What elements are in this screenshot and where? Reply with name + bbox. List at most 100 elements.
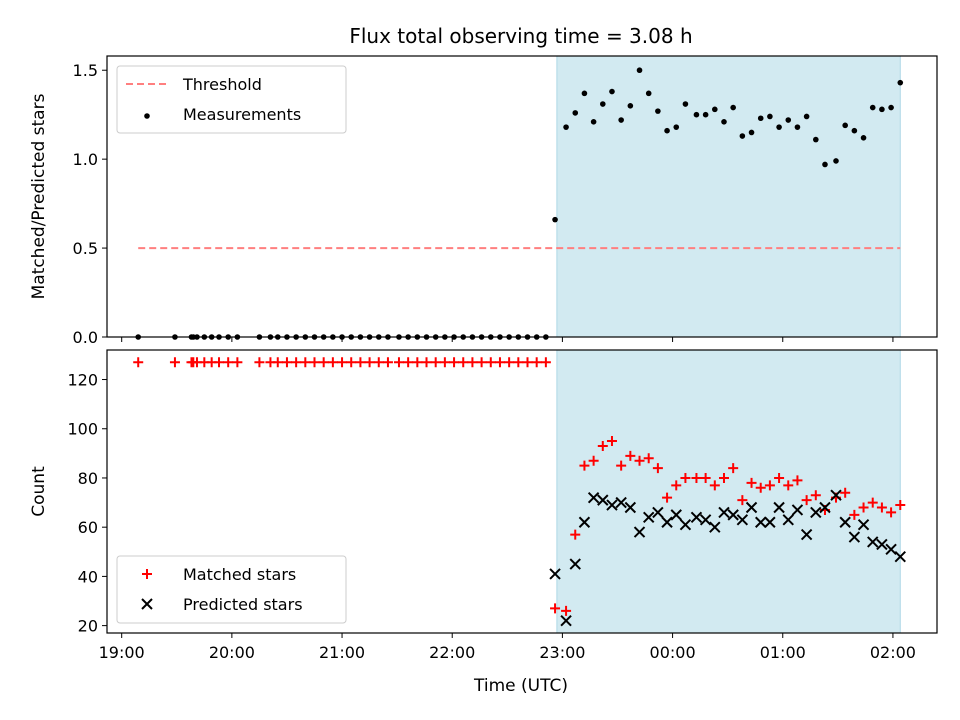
series-matched-stars: [133, 357, 906, 616]
matched-star-point: [272, 357, 283, 368]
matched-star-point: [570, 529, 581, 540]
predicted-star-point: [819, 501, 831, 514]
measurement-point: [627, 102, 634, 109]
measurement-point: [655, 108, 661, 114]
measurement-point: [581, 90, 588, 97]
matched-star-point: [504, 357, 515, 368]
predicted-star-point: [857, 519, 870, 531]
matched-star-point: [718, 472, 729, 483]
matched-star-point: [439, 357, 450, 368]
predicted-star-point: [810, 506, 822, 519]
predicted-star-point: [885, 543, 897, 556]
predicted-star-point: [615, 496, 627, 509]
matched-star-point: [476, 357, 487, 368]
matched-star-point: [393, 357, 404, 368]
matched-star-point: [458, 357, 469, 368]
figure-title: Flux total observing time = 3.08 h: [349, 24, 692, 48]
matched-star-point: [467, 357, 478, 368]
predicted-star-point: [679, 519, 692, 531]
matched-star-point: [300, 357, 311, 368]
predicted-star-point: [560, 614, 572, 627]
x-tick-label: 19:00: [99, 643, 145, 662]
matched-star-point: [561, 605, 572, 616]
matched-star-point: [232, 357, 243, 368]
measurement-point: [618, 117, 624, 123]
y-tick-label: 1.5: [73, 61, 98, 80]
legend: Matched stars Predicted stars: [116, 555, 347, 624]
matched-star-point: [625, 450, 636, 461]
matched-star-point: [810, 490, 821, 501]
measurement-point: [563, 124, 569, 130]
observing-window-shade: [556, 349, 901, 634]
measurement-point: [794, 124, 801, 130]
matched-star-point: [746, 477, 757, 488]
ratio-panel: 0.0 0.5 1.0 1.5 Matched/Predicted stars Thres…: [29, 55, 938, 347]
matched-star-point: [373, 357, 384, 368]
matched-star-point: [709, 480, 720, 491]
matched-star-point: [540, 357, 551, 368]
matched-star-point: [223, 357, 234, 368]
x-axis-label: Time (UTC): [473, 676, 568, 696]
predicted-star-point: [876, 538, 888, 551]
matched-star-point: [254, 357, 265, 368]
matched-star-point: [680, 472, 691, 483]
matched-star-point: [355, 357, 366, 368]
y-tick-label: 20: [78, 617, 98, 636]
measurement-point: [721, 119, 727, 125]
matched-star-point: [449, 357, 460, 368]
predicted-star-point: [800, 528, 813, 541]
measurement-point: [860, 135, 867, 141]
x-tick-label: 22:00: [429, 643, 475, 662]
measurement-point: [757, 115, 764, 122]
legend-label: Measurements: [183, 105, 301, 124]
matched-star-point: [550, 603, 561, 614]
y-axis-label: Matched/Predicted stars: [29, 93, 49, 299]
predicted-star-point: [569, 558, 581, 570]
predicted-star-point: [549, 568, 561, 580]
matched-star-point: [513, 357, 524, 368]
matched-star-point: [169, 357, 180, 368]
x-tick-label: 01:00: [760, 643, 806, 662]
predicted-star-point: [727, 509, 739, 521]
legend-predicted-swatch: [141, 598, 153, 610]
predicted-star-point: [848, 531, 861, 543]
measurement-point: [879, 106, 885, 113]
matched-star-point: [783, 480, 794, 491]
y-axis-label: Count: [29, 466, 49, 517]
predicted-star-point: [894, 551, 906, 563]
legend-measurement-swatch: [144, 113, 150, 119]
predicted-star-point: [718, 506, 730, 519]
matched-star-point: [382, 357, 393, 368]
matched-star-point: [876, 502, 887, 513]
axes-frame: [106, 55, 938, 338]
measurement-point: [599, 101, 606, 107]
predicted-star-point: [764, 516, 776, 528]
matched-star-point: [485, 357, 496, 368]
predicted-star-point: [830, 489, 842, 501]
measurement-point: [739, 133, 746, 139]
legend-label: Threshold: [182, 75, 262, 94]
matched-star-point: [671, 480, 682, 491]
matched-star-point: [309, 357, 320, 368]
predicted-star-point: [652, 506, 664, 519]
y-tick-label: 120: [67, 371, 98, 390]
y-tick-label: 40: [78, 567, 98, 586]
matched-star-point: [597, 440, 608, 451]
matched-star-point: [849, 509, 860, 520]
matched-star-point: [281, 357, 292, 368]
measurement-point: [869, 104, 876, 111]
matched-star-point: [337, 357, 348, 368]
matched-star-point: [403, 357, 414, 368]
measurement-point: [767, 113, 773, 120]
legend-label: Matched stars: [183, 565, 296, 584]
measurement-point: [822, 161, 828, 168]
y-tick-label: 0.5: [73, 239, 98, 258]
predicted-star-point: [867, 536, 879, 548]
matched-star-point: [412, 357, 423, 368]
observing-window-shade: [556, 55, 901, 338]
measurement-point: [682, 101, 689, 107]
measurement-point: [730, 104, 736, 111]
predicted-star-point: [755, 516, 767, 528]
matched-star-point: [764, 480, 775, 491]
measurement-point: [888, 104, 894, 111]
